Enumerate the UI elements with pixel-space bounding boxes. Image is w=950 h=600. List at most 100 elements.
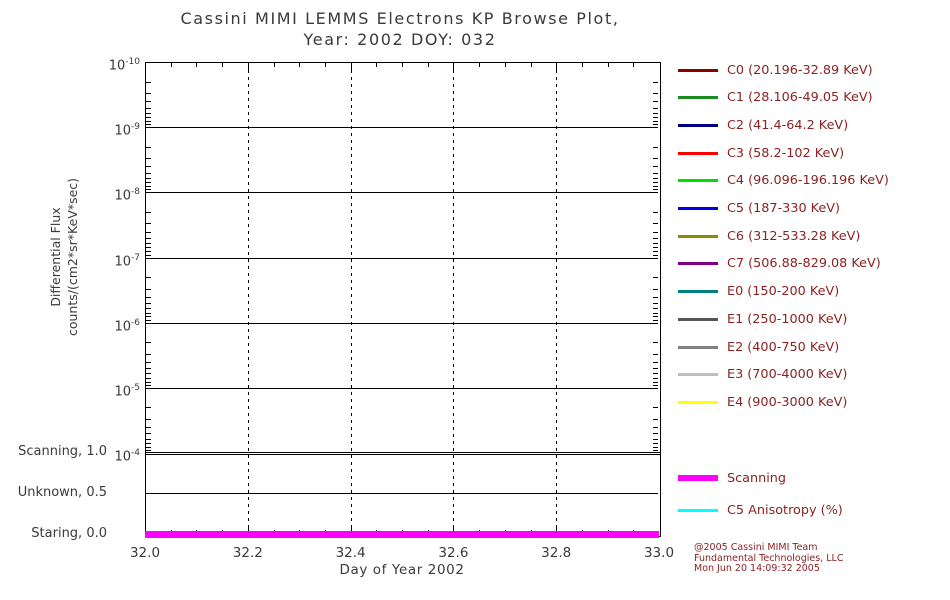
y-minor-tick-left — [146, 211, 151, 213]
y-minor-tick-right — [653, 442, 658, 444]
y-minor-tick-left — [146, 384, 151, 386]
legend-label: C5 (187-330 KeV) — [727, 201, 841, 216]
status-legend-row: C5 Anisotropy (%) — [678, 496, 843, 524]
y-minor-tick-right — [653, 438, 658, 440]
y-minor-tick-right — [653, 384, 658, 386]
y-tick-exponent: -8 — [131, 187, 140, 198]
credits-line2: Fundamental Technologies, LLC — [694, 552, 844, 564]
x-tick-top — [530, 63, 532, 67]
y-minor-tick-right — [653, 381, 658, 383]
y-minor-tick-right — [653, 288, 658, 290]
y-minor-tick-right — [653, 377, 658, 379]
x-tick-label: 32.6 — [438, 545, 469, 561]
x-tick-bottom — [247, 527, 249, 534]
y-minor-tick-left — [146, 316, 151, 318]
y-tick-label: 10-9 — [114, 122, 140, 139]
y-minor-tick-right — [653, 319, 658, 321]
legend-line-swatch — [678, 317, 718, 321]
y-minor-tick-right — [653, 223, 658, 225]
y-minor-tick-left — [146, 189, 151, 191]
legend-line-swatch — [678, 400, 718, 404]
grid-vline-dashed — [556, 63, 558, 534]
y-tick-exponent: -4 — [131, 448, 140, 458]
y-minor-tick-right — [653, 107, 658, 109]
x-tick-top — [350, 63, 352, 70]
y-minor-tick-right — [653, 124, 658, 126]
grid-vline-dashed — [247, 63, 249, 534]
legend-line-swatch — [678, 123, 718, 127]
legend-line-swatch — [678, 151, 718, 155]
y-minor-tick-right — [653, 182, 658, 184]
legend-line-swatch — [678, 290, 718, 294]
y-minor-tick-left — [146, 407, 151, 409]
y-minor-tick-left — [146, 353, 151, 355]
plot-title-line2: Year: 2002 DOY: 032 — [303, 30, 497, 49]
y-minor-tick-right — [653, 368, 658, 370]
y-minor-tick-left — [146, 427, 151, 429]
x-tick-top — [196, 63, 198, 67]
legend-line-swatch — [678, 96, 718, 100]
x-tick-label: 32.4 — [335, 545, 366, 561]
x-tick-top — [581, 63, 583, 67]
y-tick-label: 10-8 — [114, 187, 140, 204]
y-minor-tick-left — [146, 247, 151, 249]
legend-line-swatch — [678, 262, 718, 266]
y-minor-tick-left — [146, 368, 151, 370]
status-legend-label: C5 Anisotropy (%) — [727, 502, 843, 518]
legend-row: C3 (58.2-102 KeV) — [678, 139, 844, 167]
y-minor-tick-left — [146, 446, 151, 448]
plot-title: Cassini MIMI LEMMS Electrons KP Browse P… — [120, 8, 680, 50]
y-tick-label: 10-7 — [114, 252, 140, 269]
legend-line-swatch — [678, 234, 718, 238]
scanning-status-line — [145, 531, 659, 538]
legend-row: E3 (700-4000 KeV) — [678, 361, 847, 389]
y-tick-label: 10-6 — [114, 317, 140, 334]
legend-row: E0 (150-200 KeV) — [678, 278, 839, 306]
legend-label: C4 (96.096-196.196 KeV) — [727, 173, 889, 189]
y-minor-tick-left — [146, 442, 151, 444]
y-minor-tick-right — [653, 308, 658, 310]
x-tick-top — [453, 63, 455, 70]
legend-row: C0 (20.196-32.89 KeV) — [678, 56, 873, 84]
y-minor-tick-left — [146, 418, 151, 420]
x-tick-top — [247, 63, 249, 70]
y-minor-tick-left — [146, 377, 151, 379]
x-tick-bottom — [556, 527, 558, 534]
y-tick-label: 10-5 — [114, 382, 140, 400]
x-axis-label: Day of Year 2002 — [339, 562, 465, 578]
y-tick-exponent: -6 — [131, 317, 140, 328]
y-tick-exponent: -7 — [131, 252, 140, 263]
legend-label: E2 (400-750 KeV) — [727, 339, 840, 355]
y-minor-tick-left — [146, 373, 151, 375]
y-minor-tick-left — [146, 237, 151, 239]
x-tick-top — [504, 63, 506, 67]
legend-line-swatch — [678, 207, 718, 210]
status-tick-label: Staring, 0.0 — [31, 526, 107, 541]
flux-grid-hline — [146, 192, 658, 194]
y-tick-exponent: -9 — [131, 122, 140, 133]
y-axis-label-line1: Differential Flux — [48, 207, 63, 307]
credits-line3: Mon Jun 20 14:09:32 2005 — [694, 563, 820, 574]
y-minor-tick-right — [653, 296, 658, 298]
y-minor-tick-right — [653, 373, 658, 375]
x-tick-top — [299, 63, 301, 67]
y-minor-tick-left — [146, 172, 151, 174]
y-minor-tick-left — [146, 438, 151, 440]
status-tick-label: Unknown, 0.5 — [17, 485, 107, 500]
y-minor-tick-right — [653, 450, 658, 451]
y-minor-tick-right — [653, 158, 658, 160]
y-minor-tick-left — [146, 93, 151, 95]
y-minor-tick-left — [146, 107, 151, 109]
legend-line-swatch — [678, 345, 718, 349]
legend-line-swatch — [678, 373, 718, 377]
y-minor-tick-left — [146, 231, 151, 233]
y-minor-tick-right — [653, 342, 658, 344]
y-minor-tick-left — [146, 433, 151, 435]
legend-row: C1 (28.106-49.05 KeV) — [678, 84, 873, 112]
y-minor-tick-right — [653, 101, 658, 103]
status-legend-label: Scanning — [727, 470, 787, 486]
y-minor-tick-right — [653, 427, 658, 429]
x-tick-top — [273, 63, 275, 67]
y-minor-tick-right — [653, 361, 658, 363]
y-minor-tick-left — [146, 243, 151, 245]
